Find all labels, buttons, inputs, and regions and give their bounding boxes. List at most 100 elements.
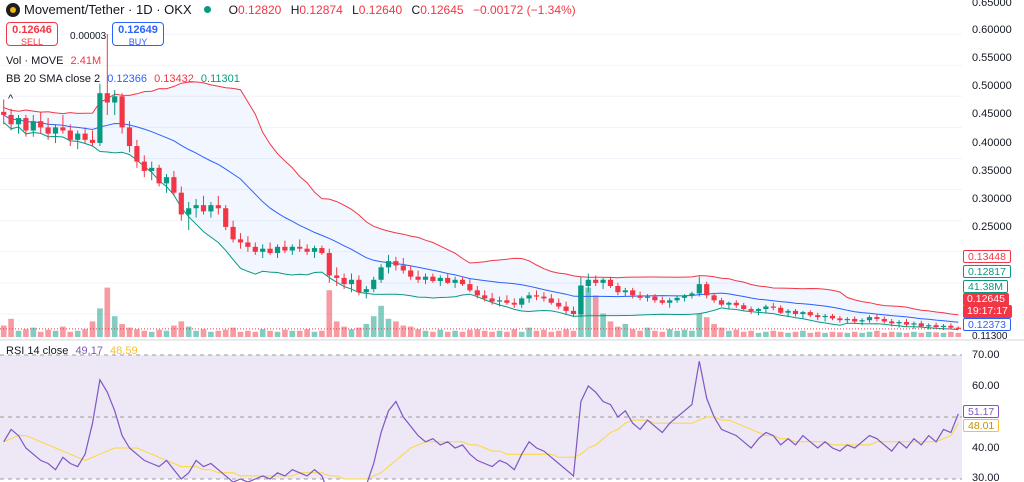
price-axis-label: 0.50000 bbox=[972, 80, 1012, 92]
candle-body bbox=[304, 248, 310, 252]
candle-body bbox=[408, 270, 414, 277]
volume-bar bbox=[459, 331, 466, 337]
volume-bar bbox=[896, 332, 902, 337]
candle-body bbox=[822, 315, 828, 318]
candle bbox=[496, 296, 503, 307]
volume-bar bbox=[703, 317, 710, 337]
candles bbox=[1, 34, 961, 331]
volume-bar bbox=[726, 330, 732, 337]
candle bbox=[911, 321, 917, 329]
volume-bar bbox=[119, 324, 125, 337]
rsi-legend-label: RSI 14 close bbox=[6, 345, 69, 357]
candle-body bbox=[637, 295, 643, 298]
volume-bar bbox=[925, 331, 932, 337]
candle bbox=[874, 313, 880, 322]
volume-bar bbox=[814, 331, 821, 337]
market-status-icon bbox=[203, 6, 211, 13]
volume-bar bbox=[644, 327, 651, 337]
candle-body bbox=[371, 279, 377, 290]
candle-body bbox=[385, 261, 392, 268]
volume-bar bbox=[481, 330, 488, 337]
candle-body bbox=[245, 242, 251, 247]
grid-lines bbox=[0, 33, 962, 315]
candle-body bbox=[511, 302, 517, 305]
volume-bar bbox=[52, 330, 59, 337]
bb-basis-price-tag: 0.12817 bbox=[963, 265, 1011, 278]
candle bbox=[533, 290, 540, 301]
candle bbox=[45, 118, 51, 140]
high-key: H bbox=[290, 2, 300, 17]
candle bbox=[459, 276, 466, 286]
volume-bar bbox=[319, 330, 325, 337]
candle-body bbox=[363, 289, 369, 293]
bb-upper-price-tag: 0.13448 bbox=[963, 250, 1011, 263]
change-value: −0.00172 (−1.34%) bbox=[472, 2, 576, 17]
symbol-title[interactable]: Movement/Tether · 1D · OKX bbox=[24, 2, 192, 17]
candle-body bbox=[393, 261, 399, 266]
rsi-legend[interactable]: RSI 14 close 49.17 48.59 bbox=[6, 345, 138, 357]
volume-bar bbox=[370, 316, 377, 337]
volume-bar bbox=[326, 290, 333, 337]
candle bbox=[696, 276, 702, 297]
volume-bar bbox=[37, 331, 44, 337]
volume-bar bbox=[666, 329, 673, 337]
candle-body bbox=[911, 323, 917, 325]
candle bbox=[866, 315, 873, 323]
volume-bar bbox=[348, 329, 355, 337]
candle-body bbox=[578, 285, 584, 314]
buy-button[interactable]: 0.12649 BUY bbox=[112, 22, 164, 47]
candle bbox=[1, 99, 7, 125]
volume-bar bbox=[696, 313, 703, 337]
candle-body bbox=[630, 290, 636, 296]
candle bbox=[763, 304, 769, 313]
candle-body bbox=[593, 279, 599, 283]
candle-body bbox=[644, 296, 651, 298]
volume-bar bbox=[452, 330, 458, 337]
candle-body bbox=[171, 177, 177, 193]
volume-bar bbox=[89, 321, 96, 337]
countdown-tag: 19:17:17 bbox=[963, 305, 1012, 318]
candle bbox=[326, 248, 332, 283]
volume-bar bbox=[948, 331, 954, 337]
candle bbox=[711, 292, 717, 303]
candle bbox=[356, 275, 362, 296]
candle-body bbox=[792, 310, 799, 314]
rsi-axis-label: 60.00 bbox=[972, 380, 1000, 392]
volume-bar bbox=[807, 332, 814, 337]
sell-button[interactable]: 0.12646 SELL bbox=[6, 22, 58, 47]
candle bbox=[785, 309, 791, 318]
candle bbox=[38, 111, 44, 134]
candle-body bbox=[785, 310, 791, 313]
volume-bar bbox=[866, 331, 873, 337]
volume-bar bbox=[444, 331, 451, 337]
volume-bar bbox=[874, 330, 880, 337]
volume-bar bbox=[400, 325, 407, 337]
candle bbox=[955, 326, 961, 330]
volume-bar bbox=[274, 331, 281, 337]
candle-body bbox=[696, 284, 702, 294]
volume-bar bbox=[689, 330, 695, 337]
candle bbox=[718, 297, 725, 307]
candle-body bbox=[533, 295, 540, 297]
candle bbox=[297, 239, 303, 252]
volume-bar bbox=[437, 329, 444, 337]
volume-bar bbox=[570, 330, 577, 337]
volume-bar bbox=[60, 326, 66, 337]
volume-bar bbox=[296, 330, 303, 337]
volume-bar bbox=[748, 330, 754, 337]
candle bbox=[792, 309, 799, 317]
bb-upper-line bbox=[3, 81, 959, 316]
candle-body bbox=[496, 300, 503, 302]
candle-body bbox=[926, 325, 932, 327]
candle bbox=[667, 297, 673, 308]
candle bbox=[156, 164, 162, 187]
candle-body bbox=[940, 325, 947, 328]
chevron-up-icon[interactable]: ^ bbox=[8, 93, 14, 105]
candle bbox=[149, 161, 155, 181]
bb-legend[interactable]: BB 20 SMA close 2 0.12366 0.13432 0.1130… bbox=[6, 73, 240, 85]
bb-lower-price-tag: 0.12373 bbox=[963, 318, 1011, 331]
volume-bar bbox=[918, 332, 925, 337]
volume-legend[interactable]: Vol · MOVE 2.41M bbox=[6, 55, 101, 67]
candle bbox=[800, 310, 806, 319]
